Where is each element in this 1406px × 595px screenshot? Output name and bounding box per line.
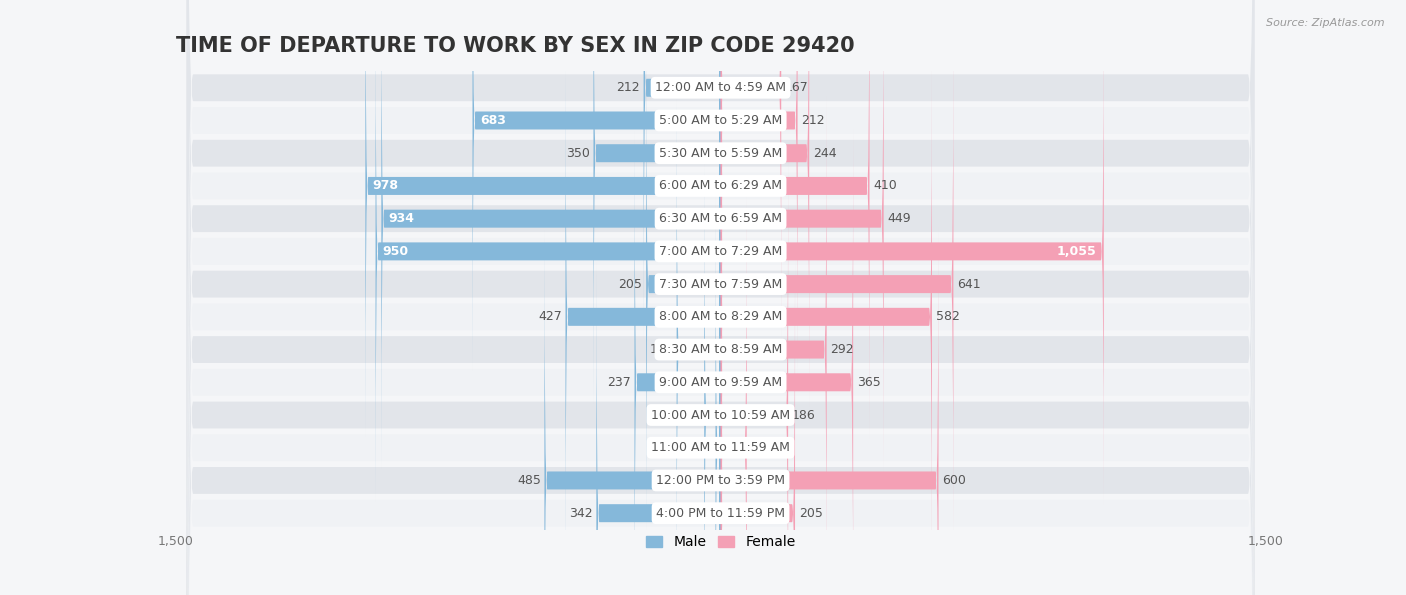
FancyBboxPatch shape <box>187 0 1254 595</box>
Text: 11:00 AM to 11:59 AM: 11:00 AM to 11:59 AM <box>651 441 790 454</box>
Text: 7:30 AM to 7:59 AM: 7:30 AM to 7:59 AM <box>659 278 782 290</box>
Text: 410: 410 <box>873 180 897 192</box>
Text: 212: 212 <box>616 82 640 94</box>
Text: 121: 121 <box>650 343 673 356</box>
FancyBboxPatch shape <box>721 261 794 595</box>
Text: 485: 485 <box>517 474 541 487</box>
Text: 186: 186 <box>792 409 815 421</box>
FancyBboxPatch shape <box>721 0 782 340</box>
FancyBboxPatch shape <box>721 0 1104 504</box>
Text: 205: 205 <box>799 507 823 519</box>
FancyBboxPatch shape <box>187 0 1254 595</box>
Text: 641: 641 <box>957 278 980 290</box>
Legend: Male, Female: Male, Female <box>640 530 801 555</box>
Text: 8:30 AM to 8:59 AM: 8:30 AM to 8:59 AM <box>659 343 782 356</box>
Text: 10:00 AM to 10:59 AM: 10:00 AM to 10:59 AM <box>651 409 790 421</box>
FancyBboxPatch shape <box>472 0 721 373</box>
Text: TIME OF DEPARTURE TO WORK BY SEX IN ZIP CODE 29420: TIME OF DEPARTURE TO WORK BY SEX IN ZIP … <box>176 36 855 56</box>
Text: 5:00 AM to 5:29 AM: 5:00 AM to 5:29 AM <box>659 114 782 127</box>
FancyBboxPatch shape <box>381 0 721 471</box>
Text: 8:00 AM to 8:29 AM: 8:00 AM to 8:29 AM <box>659 311 782 323</box>
Text: 449: 449 <box>887 212 911 225</box>
FancyBboxPatch shape <box>721 130 853 595</box>
FancyBboxPatch shape <box>187 0 1254 595</box>
Text: 6:00 AM to 6:29 AM: 6:00 AM to 6:29 AM <box>659 180 782 192</box>
Text: 237: 237 <box>607 376 631 389</box>
Text: 342: 342 <box>569 507 593 519</box>
Text: 427: 427 <box>538 311 562 323</box>
Text: 950: 950 <box>382 245 409 258</box>
Text: 5:30 AM to 5:59 AM: 5:30 AM to 5:59 AM <box>659 147 782 159</box>
FancyBboxPatch shape <box>721 228 939 595</box>
Text: 6:30 AM to 6:59 AM: 6:30 AM to 6:59 AM <box>659 212 782 225</box>
FancyBboxPatch shape <box>721 0 869 439</box>
FancyBboxPatch shape <box>187 0 1254 595</box>
Text: 212: 212 <box>801 114 825 127</box>
FancyBboxPatch shape <box>644 0 721 340</box>
Text: 205: 205 <box>619 278 643 290</box>
FancyBboxPatch shape <box>721 0 883 471</box>
Text: 683: 683 <box>479 114 506 127</box>
FancyBboxPatch shape <box>634 130 721 595</box>
Text: 365: 365 <box>856 376 880 389</box>
FancyBboxPatch shape <box>593 0 721 406</box>
FancyBboxPatch shape <box>716 195 721 595</box>
FancyBboxPatch shape <box>704 162 721 595</box>
FancyBboxPatch shape <box>647 32 721 537</box>
Text: 600: 600 <box>942 474 966 487</box>
FancyBboxPatch shape <box>187 0 1254 595</box>
FancyBboxPatch shape <box>187 0 1254 595</box>
Text: 292: 292 <box>831 343 853 356</box>
Text: 12:00 AM to 4:59 AM: 12:00 AM to 4:59 AM <box>655 82 786 94</box>
FancyBboxPatch shape <box>187 0 1254 595</box>
Text: 582: 582 <box>935 311 959 323</box>
Text: 45: 45 <box>685 409 700 421</box>
FancyBboxPatch shape <box>187 0 1254 595</box>
FancyBboxPatch shape <box>375 0 721 504</box>
Text: Source: ZipAtlas.com: Source: ZipAtlas.com <box>1267 18 1385 28</box>
FancyBboxPatch shape <box>721 195 747 595</box>
Text: 1,055: 1,055 <box>1057 245 1097 258</box>
FancyBboxPatch shape <box>596 261 721 595</box>
FancyBboxPatch shape <box>187 0 1254 595</box>
Text: 72: 72 <box>751 441 766 454</box>
Text: 978: 978 <box>373 180 399 192</box>
Text: 4:00 PM to 11:59 PM: 4:00 PM to 11:59 PM <box>657 507 785 519</box>
Text: 244: 244 <box>813 147 837 159</box>
FancyBboxPatch shape <box>544 228 721 595</box>
Text: 350: 350 <box>567 147 591 159</box>
Text: 9:00 AM to 9:59 AM: 9:00 AM to 9:59 AM <box>659 376 782 389</box>
FancyBboxPatch shape <box>565 64 721 569</box>
FancyBboxPatch shape <box>721 97 827 595</box>
Text: 12:00 PM to 3:59 PM: 12:00 PM to 3:59 PM <box>657 474 785 487</box>
FancyBboxPatch shape <box>676 97 721 595</box>
FancyBboxPatch shape <box>721 64 932 569</box>
FancyBboxPatch shape <box>187 0 1254 595</box>
Text: 934: 934 <box>388 212 415 225</box>
Text: 14: 14 <box>696 441 711 454</box>
FancyBboxPatch shape <box>721 0 810 406</box>
Text: 167: 167 <box>785 82 808 94</box>
FancyBboxPatch shape <box>721 162 789 595</box>
FancyBboxPatch shape <box>187 0 1254 595</box>
FancyBboxPatch shape <box>721 0 797 373</box>
FancyBboxPatch shape <box>366 0 721 439</box>
FancyBboxPatch shape <box>187 0 1254 595</box>
FancyBboxPatch shape <box>187 0 1254 595</box>
FancyBboxPatch shape <box>721 32 953 537</box>
Text: 7:00 AM to 7:29 AM: 7:00 AM to 7:29 AM <box>659 245 782 258</box>
FancyBboxPatch shape <box>187 0 1254 595</box>
